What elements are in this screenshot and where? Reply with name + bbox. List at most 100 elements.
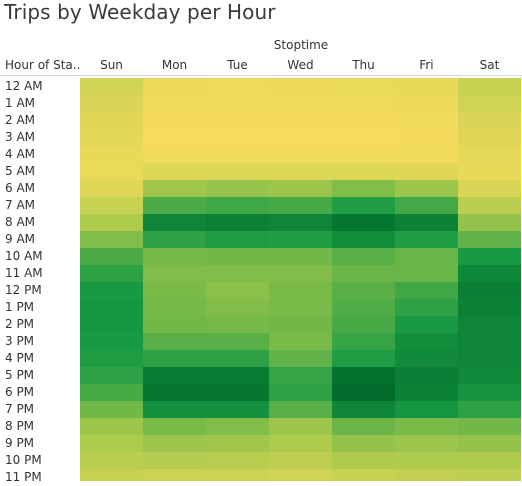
- heatmap-cell-sat-4-am[interactable]: [458, 146, 521, 163]
- row-label-4-pm[interactable]: 4 PM: [5, 351, 35, 365]
- heatmap-cell-sat-4-pm[interactable]: [458, 350, 521, 367]
- heatmap-cell-thu-10-am[interactable]: [332, 248, 395, 265]
- row-label-9-am[interactable]: 9 AM: [5, 232, 36, 246]
- heatmap-cell-wed-7-am[interactable]: [269, 197, 332, 214]
- row-field-label[interactable]: Hour of Sta..: [5, 58, 81, 72]
- heatmap-cell-mon-10-pm[interactable]: [143, 452, 206, 469]
- row-label-10-am[interactable]: 10 AM: [5, 249, 43, 263]
- heatmap-cell-mon-1-pm[interactable]: [143, 299, 206, 316]
- heatmap-cell-wed-1-pm[interactable]: [269, 299, 332, 316]
- heatmap-cell-wed-3-pm[interactable]: [269, 333, 332, 350]
- heatmap-cell-thu-1-pm[interactable]: [332, 299, 395, 316]
- heatmap-cell-mon-8-am[interactable]: [143, 214, 206, 231]
- heatmap-cell-sat-3-am[interactable]: [458, 129, 521, 146]
- row-label-2-pm[interactable]: 2 PM: [5, 317, 35, 331]
- column-header-sun[interactable]: Sun: [100, 58, 123, 72]
- heatmap-cell-sat-11-pm[interactable]: [458, 469, 521, 481]
- heatmap-cell-tue-4-am[interactable]: [206, 146, 269, 163]
- heatmap-cell-sun-12-am[interactable]: [80, 78, 143, 95]
- heatmap-cell-sat-7-pm[interactable]: [458, 401, 521, 418]
- heatmap-cell-tue-5-am[interactable]: [206, 163, 269, 180]
- heatmap-cell-thu-7-pm[interactable]: [332, 401, 395, 418]
- heatmap-cell-wed-7-pm[interactable]: [269, 401, 332, 418]
- heatmap-cell-tue-5-pm[interactable]: [206, 367, 269, 384]
- heatmap-cell-thu-9-am[interactable]: [332, 231, 395, 248]
- heatmap-cell-tue-8-pm[interactable]: [206, 418, 269, 435]
- row-label-11-am[interactable]: 11 AM: [5, 266, 43, 280]
- heatmap-cell-sun-6-am[interactable]: [80, 180, 143, 197]
- column-header-thu[interactable]: Thu: [352, 58, 375, 72]
- heatmap-cell-sat-10-pm[interactable]: [458, 452, 521, 469]
- heatmap-cell-wed-4-am[interactable]: [269, 146, 332, 163]
- heatmap-cell-mon-5-am[interactable]: [143, 163, 206, 180]
- heatmap-cell-thu-11-am[interactable]: [332, 265, 395, 282]
- heatmap-cell-fri-10-pm[interactable]: [395, 452, 458, 469]
- heatmap-cell-wed-2-pm[interactable]: [269, 316, 332, 333]
- heatmap-cell-thu-6-am[interactable]: [332, 180, 395, 197]
- row-label-9-pm[interactable]: 9 PM: [5, 436, 35, 450]
- heatmap-cell-wed-11-pm[interactable]: [269, 469, 332, 481]
- heatmap-cell-sat-5-am[interactable]: [458, 163, 521, 180]
- heatmap-cell-sun-4-pm[interactable]: [80, 350, 143, 367]
- heatmap-cell-thu-12-am[interactable]: [332, 78, 395, 95]
- heatmap-cell-wed-9-am[interactable]: [269, 231, 332, 248]
- column-field-label[interactable]: Stoptime: [273, 38, 329, 52]
- heatmap-cell-thu-5-pm[interactable]: [332, 367, 395, 384]
- heatmap-cell-sat-6-pm[interactable]: [458, 384, 521, 401]
- heatmap-cell-mon-1-am[interactable]: [143, 95, 206, 112]
- heatmap-cell-fri-7-pm[interactable]: [395, 401, 458, 418]
- heatmap-cell-sat-12-am[interactable]: [458, 78, 521, 95]
- heatmap-cell-thu-4-pm[interactable]: [332, 350, 395, 367]
- row-label-12-pm[interactable]: 12 PM: [5, 283, 42, 297]
- heatmap-cell-wed-6-am[interactable]: [269, 180, 332, 197]
- heatmap-cell-thu-11-pm[interactable]: [332, 469, 395, 481]
- heatmap-cell-fri-8-pm[interactable]: [395, 418, 458, 435]
- heatmap-cell-wed-10-pm[interactable]: [269, 452, 332, 469]
- heatmap-cell-sun-7-pm[interactable]: [80, 401, 143, 418]
- heatmap-cell-sun-3-pm[interactable]: [80, 333, 143, 350]
- row-label-8-am[interactable]: 8 AM: [5, 215, 36, 229]
- row-label-1-pm[interactable]: 1 PM: [5, 300, 35, 314]
- heatmap-cell-wed-11-am[interactable]: [269, 265, 332, 282]
- heatmap-cell-sat-11-am[interactable]: [458, 265, 521, 282]
- heatmap-cell-wed-8-pm[interactable]: [269, 418, 332, 435]
- heatmap-cell-tue-10-pm[interactable]: [206, 452, 269, 469]
- heatmap-cell-fri-4-am[interactable]: [395, 146, 458, 163]
- heatmap-cell-sun-9-pm[interactable]: [80, 435, 143, 452]
- heatmap-cell-wed-8-am[interactable]: [269, 214, 332, 231]
- heatmap-cell-fri-5-pm[interactable]: [395, 367, 458, 384]
- heatmap-cell-wed-4-pm[interactable]: [269, 350, 332, 367]
- heatmap-cell-fri-9-am[interactable]: [395, 231, 458, 248]
- heatmap-cell-thu-3-pm[interactable]: [332, 333, 395, 350]
- heatmap-cell-wed-12-pm[interactable]: [269, 282, 332, 299]
- row-label-5-am[interactable]: 5 AM: [5, 164, 36, 178]
- heatmap-cell-fri-2-am[interactable]: [395, 112, 458, 129]
- heatmap-cell-tue-10-am[interactable]: [206, 248, 269, 265]
- heatmap-cell-mon-7-am[interactable]: [143, 197, 206, 214]
- heatmap-cell-sun-4-am[interactable]: [80, 146, 143, 163]
- heatmap-cell-mon-10-am[interactable]: [143, 248, 206, 265]
- heatmap-cell-tue-2-am[interactable]: [206, 112, 269, 129]
- heatmap-cell-tue-1-pm[interactable]: [206, 299, 269, 316]
- heatmap-cell-sat-10-am[interactable]: [458, 248, 521, 265]
- heatmap-cell-fri-9-pm[interactable]: [395, 435, 458, 452]
- heatmap-cell-tue-11-pm[interactable]: [206, 469, 269, 481]
- heatmap-cell-fri-1-pm[interactable]: [395, 299, 458, 316]
- heatmap-cell-sun-5-am[interactable]: [80, 163, 143, 180]
- heatmap-cell-sun-8-am[interactable]: [80, 214, 143, 231]
- heatmap-cell-sun-11-am[interactable]: [80, 265, 143, 282]
- heatmap-cell-thu-2-pm[interactable]: [332, 316, 395, 333]
- heatmap-cell-mon-6-pm[interactable]: [143, 384, 206, 401]
- heatmap-cell-sat-1-am[interactable]: [458, 95, 521, 112]
- heatmap-cell-tue-9-am[interactable]: [206, 231, 269, 248]
- heatmap-cell-thu-3-am[interactable]: [332, 129, 395, 146]
- heatmap-cell-sun-2-am[interactable]: [80, 112, 143, 129]
- heatmap-cell-thu-8-am[interactable]: [332, 214, 395, 231]
- row-label-10-pm[interactable]: 10 PM: [5, 453, 42, 467]
- heatmap-cell-fri-3-am[interactable]: [395, 129, 458, 146]
- heatmap-cell-sat-2-am[interactable]: [458, 112, 521, 129]
- heatmap-cell-sun-1-am[interactable]: [80, 95, 143, 112]
- heatmap-cell-thu-6-pm[interactable]: [332, 384, 395, 401]
- heatmap-cell-sat-5-pm[interactable]: [458, 367, 521, 384]
- heatmap-cell-fri-11-pm[interactable]: [395, 469, 458, 481]
